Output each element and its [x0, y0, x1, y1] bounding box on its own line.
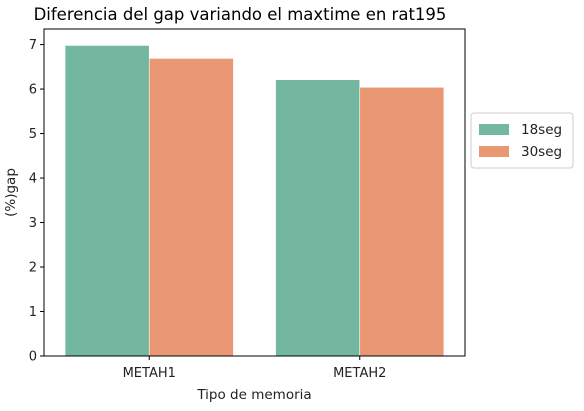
- legend-label-18seg: 18seg: [521, 122, 562, 138]
- y-tick-label: 7: [29, 38, 37, 53]
- bar-30seg-METAH1: [148, 58, 234, 357]
- y-axis: 0 1 2 3 4 5 6 7: [29, 38, 44, 365]
- x-tick-label: METAH1: [123, 366, 176, 381]
- bars-group: [64, 45, 445, 357]
- y-tick-label: 3: [29, 216, 37, 231]
- plot-frame: [43, 28, 466, 357]
- bar-30seg-METAH2: [359, 86, 445, 357]
- y-axis-title: (%)gap: [3, 168, 19, 217]
- y-tick-label: 4: [29, 172, 37, 187]
- y-tick-label: 0: [29, 350, 37, 365]
- bar-18seg-METAH1: [64, 45, 150, 357]
- legend-swatch-18seg: [479, 124, 509, 135]
- legend: 18seg 30seg: [470, 112, 574, 169]
- y-tick-label: 6: [29, 83, 37, 98]
- legend-label-30seg: 30seg: [521, 144, 562, 160]
- x-tick-label: METAH2: [333, 366, 386, 381]
- y-tick-label: 5: [29, 127, 37, 142]
- y-tick-label: 2: [29, 261, 37, 276]
- y-tick-label: 1: [29, 305, 37, 320]
- chart-title: Diferencia del gap variando el maxtime e…: [34, 5, 447, 24]
- legend-swatch-30seg: [479, 146, 509, 157]
- x-axis: METAH1 METAH2: [123, 356, 386, 381]
- bar-18seg-METAH2: [275, 79, 361, 357]
- x-axis-title: Tipo de memoria: [196, 387, 311, 403]
